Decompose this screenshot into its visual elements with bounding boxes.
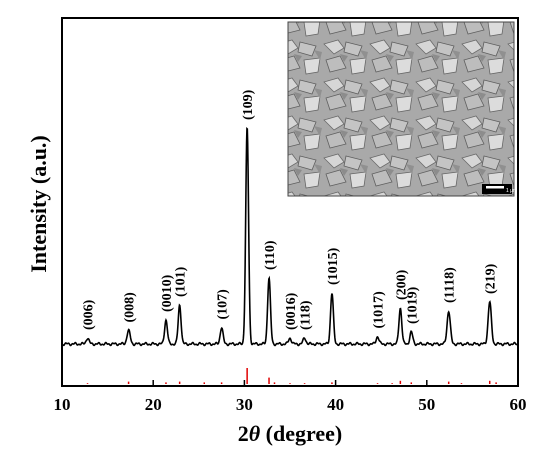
plot-frame [61,17,519,387]
peak-label: (1015) [326,247,341,285]
scale-bar [486,186,504,189]
peak-label: (107) [216,289,231,320]
x-tick-label: 60 [510,395,527,414]
sem-image [287,21,515,197]
xrd-pattern-line [62,126,518,347]
peak-labels: (006) (008) (0010)(101) (107) (109) (110) (001… [82,89,499,330]
scale-bar-box [482,184,512,194]
peak-label: (1118) [443,267,458,303]
x-axis-title-unit: (degree) [260,421,342,446]
x-axis-title-prefix: 2 [238,421,249,446]
x-tick-label: 10 [54,395,71,414]
reference-pattern-sticks [86,368,497,384]
x-tick-label: 30 [236,395,253,414]
peak-label: (219) [484,263,499,294]
peak-label: (0016) [284,292,299,330]
peak-label: (200) [394,269,409,300]
x-axis-title-theta: θ [249,421,261,446]
sem-inset: 1 μm [287,21,517,197]
peak-label: (0010) [160,274,175,312]
peak-label: (109) [241,89,256,120]
x-tick-label: 20 [145,395,162,414]
peak-label: (101) [174,266,189,297]
x-tick-label: 50 [418,395,435,414]
scale-bar-label: 1 μm [506,188,517,194]
peak-label: (006) [82,299,97,330]
x-axis-ticks: 10 20 30 40 50 60 [54,380,527,414]
peak-label: (1017) [372,291,387,329]
peak-label: (110) [263,240,278,270]
x-axis-title: 2θ (degree) [238,421,342,446]
x-tick-label: 40 [327,395,344,414]
y-axis-title: Intensity (a.u.) [26,135,51,273]
peak-label: (008) [123,292,138,323]
peak-label: (1019) [405,286,420,324]
peak-label: (118) [299,300,314,330]
